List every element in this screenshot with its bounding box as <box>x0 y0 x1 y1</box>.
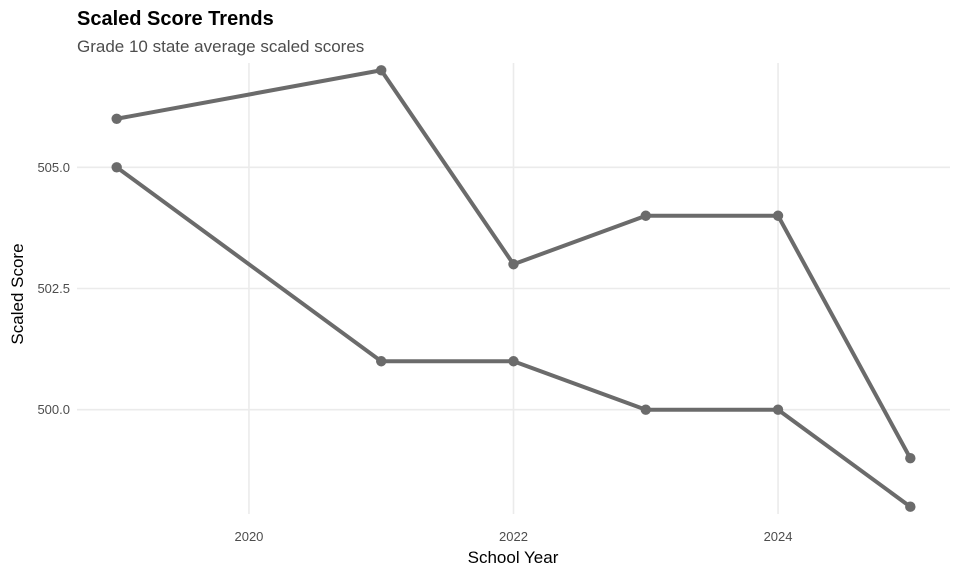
y-tick-label: 502.5 <box>37 281 70 296</box>
data-point <box>640 404 651 415</box>
series-line <box>116 68 913 460</box>
data-point <box>508 259 519 270</box>
data-point <box>111 113 122 124</box>
y-tick-label: 505.0 <box>37 160 70 175</box>
chart-title: Scaled Score Trends <box>77 8 274 30</box>
axis-ticks: 500.0 502.5 505.0 2020 2022 2024 <box>37 160 792 544</box>
series-1 <box>111 65 916 464</box>
x-axis-title: School Year <box>468 548 559 567</box>
data-point <box>376 356 387 367</box>
series-2 <box>111 162 916 512</box>
data-point <box>640 210 651 221</box>
x-tick-label: 2022 <box>499 529 528 544</box>
data-point <box>905 453 916 464</box>
chart-subtitle: Grade 10 state average scaled scores <box>77 37 364 56</box>
data-point <box>905 501 916 512</box>
series-line <box>115 165 912 509</box>
data-point <box>508 356 519 367</box>
x-tick-label: 2020 <box>234 529 263 544</box>
grid <box>77 63 950 514</box>
data-point <box>376 65 387 76</box>
series-group <box>111 65 916 512</box>
y-axis-title: Scaled Score <box>8 243 27 344</box>
data-point <box>772 404 784 415</box>
data-point <box>111 162 122 173</box>
data-point <box>772 210 784 221</box>
y-tick-label: 500.0 <box>37 402 70 417</box>
x-tick-label: 2024 <box>764 529 793 544</box>
